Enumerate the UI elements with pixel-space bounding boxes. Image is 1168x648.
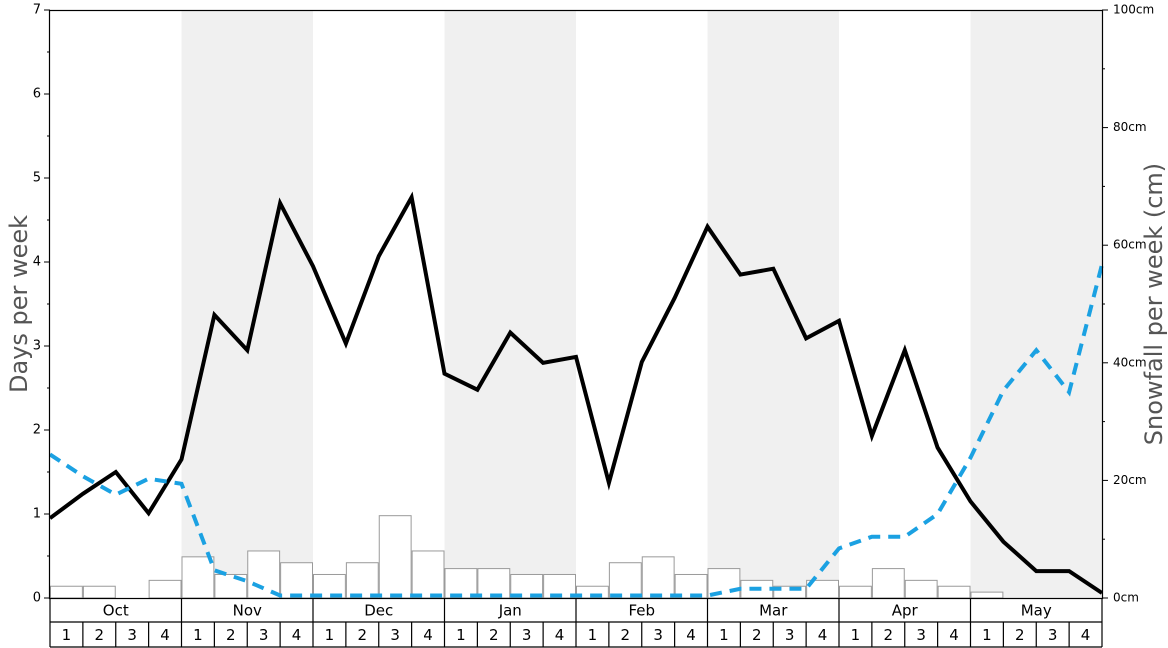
week-label: 2 <box>1015 626 1025 644</box>
month-label-nov: Nov <box>233 602 262 620</box>
right-tick-label: 0cm <box>1113 591 1139 605</box>
week-label: 1 <box>982 626 992 644</box>
month-label-feb: Feb <box>628 602 655 620</box>
week-label: 4 <box>555 626 565 644</box>
snowfall-bar <box>345 562 379 599</box>
week-label: 4 <box>1081 626 1091 644</box>
snowfall-bar <box>378 515 412 599</box>
week-label: 4 <box>686 626 696 644</box>
week-label: 1 <box>851 626 861 644</box>
snowfall-bar <box>839 585 872 599</box>
days-series-line <box>48 191 1104 595</box>
right-axis: 0cm 20cm 40cm 60cm 80cm 100cm <box>1102 3 1154 605</box>
month-shade-may <box>970 10 1102 598</box>
week-label: 4 <box>292 626 302 644</box>
week-label: 3 <box>390 626 400 644</box>
right-tick-label: 100cm <box>1113 3 1154 17</box>
month-axis: Oct 1 2 3 4 Nov 1 2 3 4 Dec 1 2 3 4 Jan 1 2 3 4 Feb 1 2 3 4 Mar 1 2… <box>49 598 1103 648</box>
month-label-mar: Mar <box>759 602 788 620</box>
week-label: 2 <box>95 626 105 644</box>
left-tick-label: 4 <box>33 255 41 270</box>
snowfall-bar <box>937 585 971 599</box>
right-axis-title: Snowfall per week (cm) <box>1140 163 1168 445</box>
right-tick-label: 40cm <box>1113 355 1147 369</box>
left-tick-label: 6 <box>33 87 41 102</box>
week-label: 1 <box>193 626 203 644</box>
dashed-series-line <box>48 264 1104 598</box>
week-label: 1 <box>62 626 72 644</box>
week-label: 2 <box>884 626 894 644</box>
week-label: 2 <box>752 626 762 644</box>
snowfall-bar <box>608 562 642 599</box>
month-shade-jan <box>444 10 576 598</box>
left-axis: 0 1 2 3 4 5 6 7 <box>33 3 50 606</box>
week-label: 1 <box>719 626 729 644</box>
week-label: 1 <box>456 626 466 644</box>
week-label: 3 <box>259 626 269 644</box>
snowfall-bar <box>50 585 83 599</box>
snowfall-bar <box>444 568 478 599</box>
series-lines <box>48 191 1104 598</box>
right-tick-label: 60cm <box>1113 238 1147 252</box>
month-label-dec: Dec <box>364 602 393 620</box>
snowfall-bars <box>50 515 1004 599</box>
snowfall-bar <box>904 579 938 599</box>
month-label-may: May <box>1021 602 1052 620</box>
snowfall-bar <box>970 591 1004 599</box>
week-label: 1 <box>325 626 335 644</box>
snowfall-bar <box>411 550 445 599</box>
left-axis-title: Days per week <box>5 215 33 393</box>
snowfall-bar <box>641 556 675 599</box>
left-tick-label: 2 <box>33 423 41 438</box>
week-label: 4 <box>160 626 170 644</box>
month-shade-nov <box>181 10 313 598</box>
month-label-oct: Oct <box>103 602 129 620</box>
left-tick-label: 7 <box>33 3 41 18</box>
week-label: 2 <box>489 626 499 644</box>
week-label: 3 <box>785 626 795 644</box>
week-label: 3 <box>1048 626 1058 644</box>
week-label: 3 <box>653 626 663 644</box>
week-label: 4 <box>423 626 433 644</box>
snowfall-bar <box>181 556 215 599</box>
snowfall-bar <box>247 550 281 599</box>
month-shading <box>181 10 1102 598</box>
week-label: 3 <box>916 626 926 644</box>
week-label: 3 <box>127 626 137 644</box>
month-label-apr: Apr <box>892 602 919 620</box>
month-shade-mar <box>707 10 839 598</box>
snowfall-bar <box>280 562 313 599</box>
week-label: 2 <box>226 626 236 644</box>
week-label: 4 <box>949 626 959 644</box>
week-label: 2 <box>358 626 368 644</box>
week-label: 3 <box>522 626 532 644</box>
snowfall-bar <box>82 585 116 599</box>
left-tick-label: 1 <box>33 507 41 522</box>
right-tick-label: 20cm <box>1113 473 1147 487</box>
snowfall-bar <box>871 568 905 599</box>
week-label: 1 <box>588 626 598 644</box>
week-label: 4 <box>818 626 828 644</box>
month-label-jan: Jan <box>498 602 522 620</box>
left-tick-label: 5 <box>33 171 41 186</box>
right-tick-label: 80cm <box>1113 120 1147 134</box>
left-tick-label: 3 <box>33 339 41 354</box>
week-label: 2 <box>621 626 631 644</box>
left-tick-label: 0 <box>33 591 41 606</box>
snowfall-bar <box>148 579 182 599</box>
